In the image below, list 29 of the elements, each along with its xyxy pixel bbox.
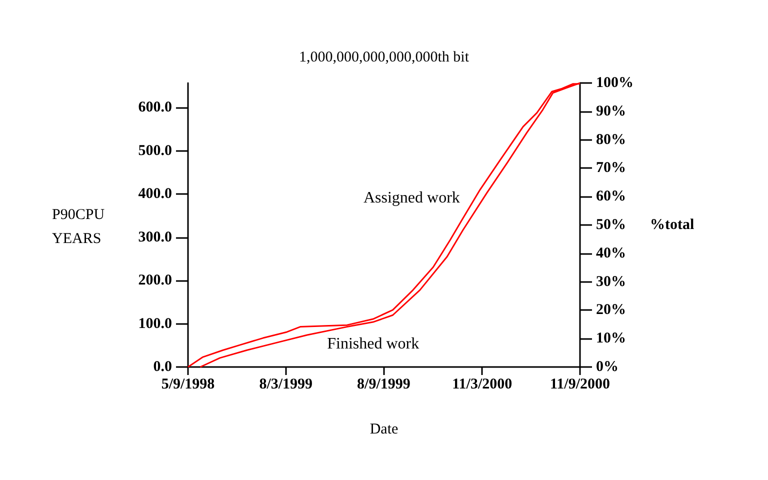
y-tick-label: 100.0: [138, 316, 172, 332]
y-tick-label: 200.0: [138, 272, 172, 289]
y-tick-label: 300.0: [138, 229, 172, 246]
series-label: Assigned work: [363, 190, 460, 207]
y-tick-label: 0.0: [153, 359, 172, 375]
x-tick-label: 8/9/1999: [357, 376, 410, 392]
y2-tick-label: 70%: [596, 160, 626, 176]
x-tick-label: 11/3/2000: [452, 376, 512, 392]
y2-tick-label: 80%: [596, 132, 626, 148]
y2-tick-label: 50%: [596, 217, 626, 233]
chart-title: 1,000,000,000,000,000th bit: [298, 50, 470, 66]
series-label: Finished work: [327, 336, 420, 353]
y-tick-label: 600.0: [138, 100, 172, 116]
y2-tick-label: 40%: [596, 245, 626, 262]
x-tick-label: 8/3/1999: [259, 376, 313, 392]
x-tick-label: 11/9/2000: [550, 376, 610, 392]
y2-tick-label: 90%: [596, 103, 626, 120]
y2-tick-label: 0%: [596, 359, 618, 375]
y-tick-label: 400.0: [138, 186, 172, 202]
y2-axis-title: %total: [650, 217, 694, 233]
x-tick-label: 5/9/1998: [161, 376, 215, 392]
y2-tick-label: 20%: [596, 302, 626, 318]
y2-tick-label: 30%: [596, 274, 626, 290]
y2-tick-label: 10%: [596, 330, 626, 347]
y-axis-title: P90CPU YEARS: [52, 207, 108, 247]
y2-tick-label: 100%: [596, 75, 634, 91]
y2-tick-label: 60%: [596, 188, 626, 205]
x-axis-title: Date: [370, 422, 398, 438]
y-tick-label: 500.0: [138, 142, 172, 159]
